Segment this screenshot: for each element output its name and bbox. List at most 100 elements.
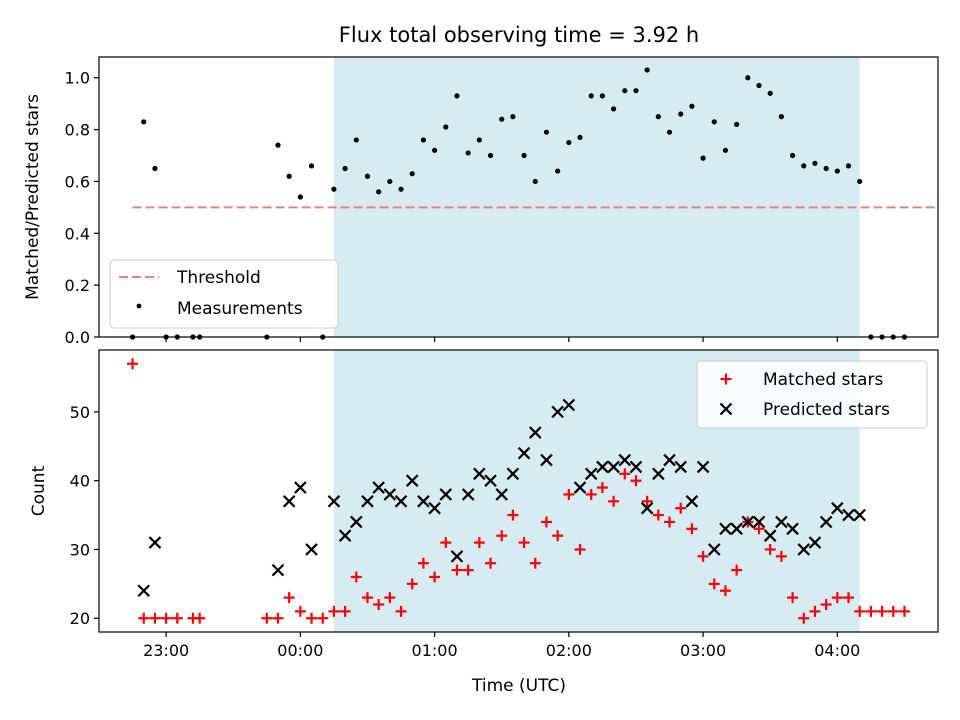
matched-star-point — [283, 592, 295, 604]
predicted-star-point-b — [719, 522, 732, 536]
matched-star-point — [306, 612, 318, 624]
predicted-star-point — [484, 474, 497, 487]
predicted-star-point-b — [763, 529, 777, 542]
predicted-star-point — [607, 460, 620, 474]
matched-star-point — [496, 530, 508, 542]
x-tick-label: 00:00 — [277, 641, 323, 660]
measurement-point — [689, 103, 695, 109]
measurement-point — [510, 114, 516, 120]
predicted-star-point-b — [327, 495, 341, 508]
predicted-star-point — [696, 460, 710, 474]
predicted-star-point-b — [797, 543, 811, 556]
measurement-point — [342, 165, 348, 172]
measurement-point — [633, 88, 639, 94]
measurement-point — [152, 165, 158, 172]
x-tick-label: 01:00 — [412, 641, 458, 660]
matched-star-point — [294, 605, 306, 617]
matched-star-point — [664, 516, 676, 528]
measurement-point — [476, 137, 482, 143]
top-legend: Threshold Measurements — [109, 259, 339, 329]
top-y-ticks: 0.0 0.2 0.4 0.6 0.8 1.0 — [65, 69, 99, 347]
matched-star-point — [518, 537, 530, 549]
predicted-star-point — [763, 529, 777, 542]
predicted-star-point-b — [808, 536, 822, 549]
matched-star-point — [529, 557, 541, 569]
measurement-point — [141, 119, 147, 125]
predicted-star-point-b — [417, 495, 430, 508]
predicted-star-point-b — [831, 501, 844, 515]
y-tick-label: 1.0 — [65, 69, 90, 88]
predicted-star-point-b — [640, 501, 654, 515]
predicted-star-point — [618, 453, 632, 467]
predicted-star-point — [338, 529, 352, 542]
predicted-star-point-b — [853, 508, 866, 522]
predicted-star-point — [640, 501, 654, 515]
matched-star-point — [585, 488, 597, 500]
matched-star-point — [473, 537, 485, 549]
matched-star-point — [775, 550, 787, 562]
measurement-point — [364, 173, 371, 179]
measurement-point — [487, 152, 494, 159]
bottom-y-axis-label: Count — [29, 465, 49, 516]
matched-star-point — [854, 605, 866, 617]
matched-star-point — [831, 592, 843, 604]
legend-measurements-swatch — [136, 303, 142, 309]
predicted-star-point-b — [752, 515, 766, 529]
predicted-star-point-b — [282, 495, 296, 508]
matched-star-point — [697, 550, 709, 562]
predicted-star-point — [562, 398, 576, 412]
matched-star-point — [719, 585, 731, 597]
predicted-star-point-b — [819, 515, 833, 529]
matched-star-point — [787, 592, 799, 604]
predicted-star-point — [719, 522, 732, 536]
measurement-point — [834, 168, 840, 174]
matched-star-point — [395, 605, 407, 617]
predicted-star-point — [461, 488, 475, 501]
y-tick-label: 0.2 — [65, 276, 90, 295]
measurement-point — [297, 194, 303, 200]
predicted-star-point — [831, 501, 844, 515]
x-tick-label: 04:00 — [814, 641, 860, 660]
predicted-star-point-b — [383, 488, 397, 501]
matched-star-point — [809, 605, 821, 617]
predicted-star-point-b — [696, 460, 710, 474]
top-y-axis-label: Matched/Predicted stars — [23, 94, 43, 300]
predicted-star-point — [775, 515, 788, 529]
predicted-star-point — [819, 515, 833, 529]
matched-star-point — [574, 543, 586, 555]
matched-star-point — [764, 543, 776, 555]
y-tick-label: 0.8 — [65, 121, 90, 140]
matched-star-point — [753, 523, 765, 535]
matched-star-point — [641, 495, 653, 507]
matched-star-point — [798, 612, 810, 624]
predicted-star-point-b — [361, 495, 374, 508]
predicted-star-point-b — [652, 467, 665, 481]
matched-star-point — [887, 605, 899, 617]
predicted-star-point-b — [271, 563, 285, 577]
legend-matched-label: Matched stars — [763, 370, 883, 390]
measurement-point — [812, 160, 818, 166]
predicted-star-point — [517, 446, 531, 460]
matched-star-point — [843, 592, 855, 604]
matched-star-point — [608, 495, 620, 507]
predicted-star-point — [853, 508, 866, 522]
predicted-star-point-b — [394, 495, 408, 508]
predicted-star-point-b — [786, 522, 799, 536]
matched-star-point — [731, 564, 743, 576]
measurement-point — [376, 189, 382, 195]
legend-predicted-marker-b — [719, 402, 733, 416]
y-tick-label: 40 — [70, 472, 90, 491]
measurement-point — [420, 137, 427, 143]
predicted-star-point-b — [551, 405, 564, 419]
predicted-star-point — [148, 536, 162, 549]
matched-star-point — [619, 468, 631, 480]
bottom-x-ticks: 23:00 00:00 01:00 02:00 03:00 04:00 — [143, 632, 860, 660]
matched-star-point — [540, 516, 552, 528]
matched-star-point — [898, 605, 910, 617]
top-x-ticks — [165, 337, 838, 342]
predicted-star-point — [730, 522, 743, 536]
predicted-star-point — [741, 515, 755, 529]
measurement-point — [555, 168, 561, 174]
predicted-star-point-b — [707, 543, 721, 556]
